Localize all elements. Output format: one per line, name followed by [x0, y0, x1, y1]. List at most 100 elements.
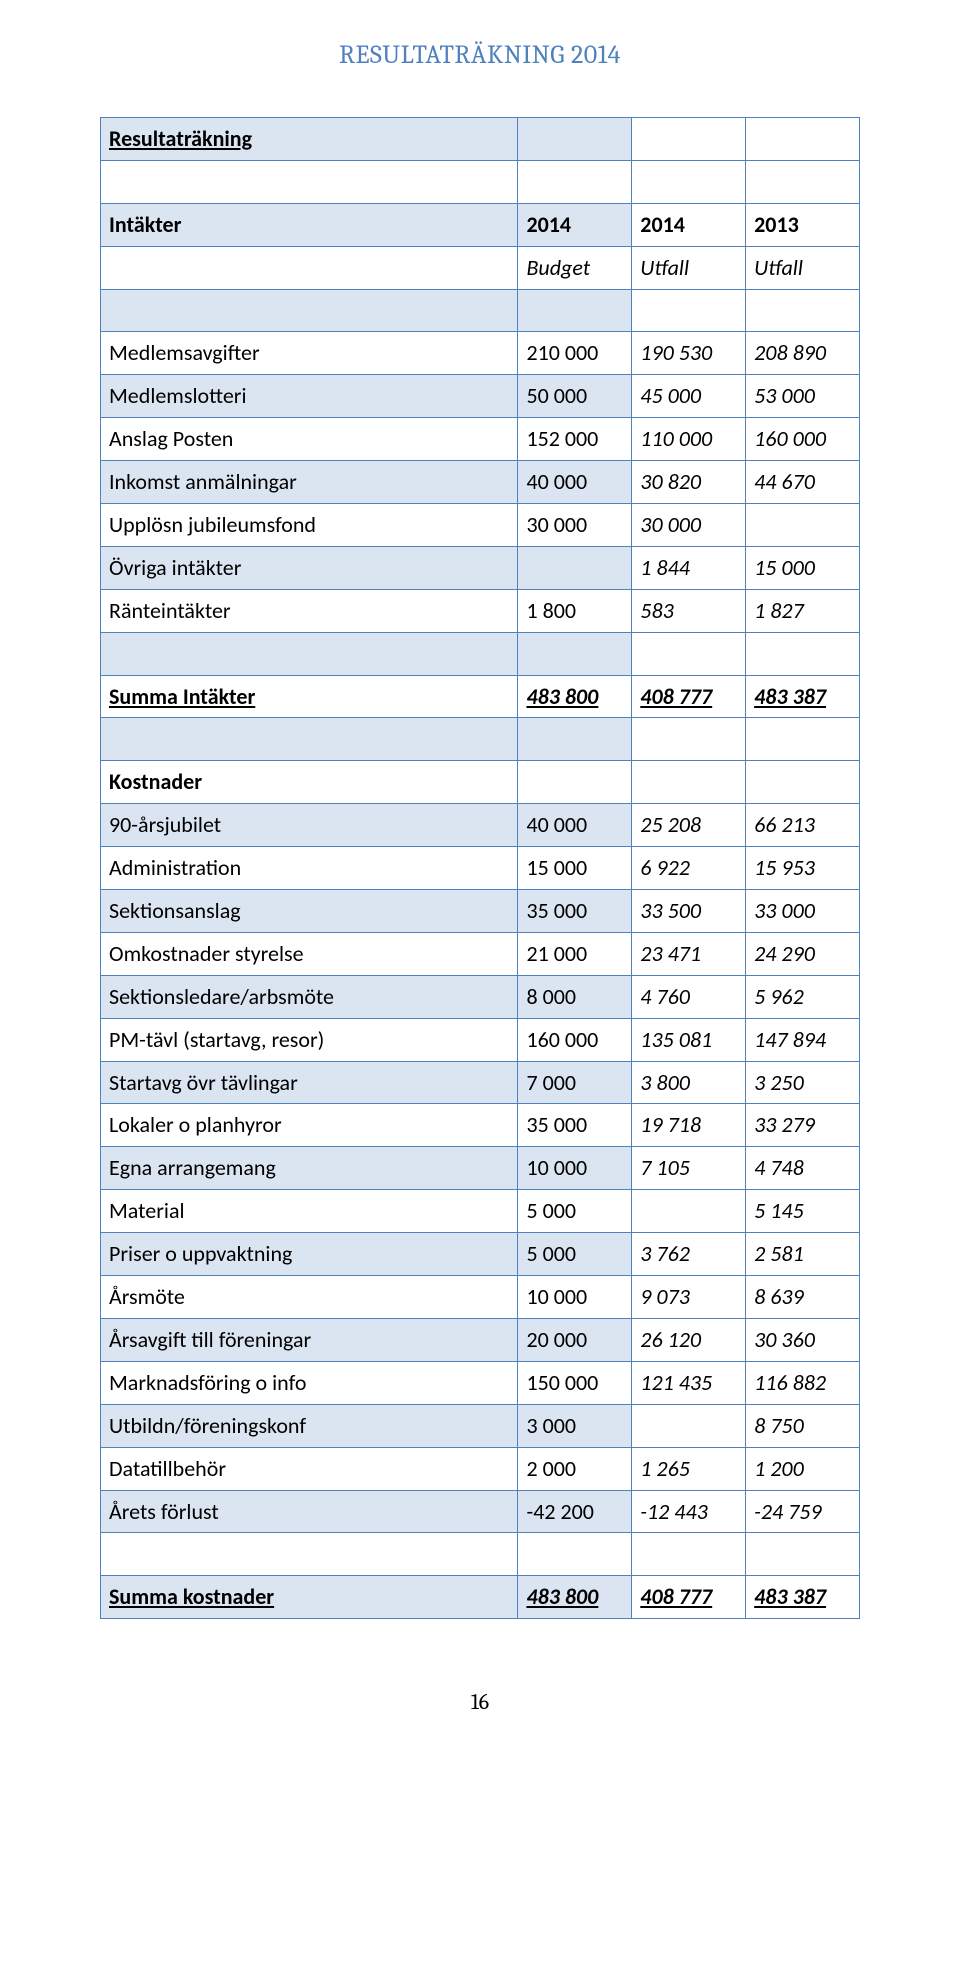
row-c3: -24 759 [746, 1490, 860, 1533]
table-row: Priser o uppvaktning5 0003 7622 581 [101, 1233, 860, 1276]
row-c3: 8 750 [746, 1404, 860, 1447]
row-c3: 30 360 [746, 1318, 860, 1361]
row-label: Övriga intäkter [101, 546, 518, 589]
row-c2: 135 081 [632, 1018, 746, 1061]
row-label: Sektionsledare/arbsmöte [101, 975, 518, 1018]
row-c3: 2 581 [746, 1233, 860, 1276]
empty-cell [101, 1533, 518, 1576]
blank-row [101, 1533, 860, 1576]
row-c3: 5 962 [746, 975, 860, 1018]
row-c3: 66 213 [746, 804, 860, 847]
table-row: Övriga intäkter1 84415 000 [101, 546, 860, 589]
table-row: Marknadsföring o info150 000121 435116 8… [101, 1361, 860, 1404]
empty-cell [518, 761, 632, 804]
empty-cell [746, 160, 860, 203]
row-c2: 3 762 [632, 1233, 746, 1276]
empty-cell [518, 718, 632, 761]
row-label: Upplösn jubileumsfond [101, 504, 518, 547]
row-c3: 4 748 [746, 1147, 860, 1190]
row-label: Årsavgift till föreningar [101, 1318, 518, 1361]
row-label: Medlemslotteri [101, 375, 518, 418]
row-c1: 7 000 [518, 1061, 632, 1104]
empty-cell [746, 632, 860, 675]
kostnader-label: Kostnader [101, 761, 518, 804]
row-c3: 33 279 [746, 1104, 860, 1147]
row-c2: 19 718 [632, 1104, 746, 1147]
row-label: 90-årsjubilet [101, 804, 518, 847]
row-label: Ränteintäkter [101, 589, 518, 632]
row-c1: 1 800 [518, 589, 632, 632]
row-label: Marknadsföring o info [101, 1361, 518, 1404]
row-c2: 45 000 [632, 375, 746, 418]
summa-kostnader-c2: 408 777 [632, 1576, 746, 1619]
table-heading: Resultaträkning [101, 118, 518, 161]
empty-cell [632, 632, 746, 675]
row-c3: 1 827 [746, 589, 860, 632]
row-c2: 4 760 [632, 975, 746, 1018]
row-c3: 15 953 [746, 847, 860, 890]
row-c3: 44 670 [746, 461, 860, 504]
row-label: Lokaler o planhyror [101, 1104, 518, 1147]
kostnader-header-row: Kostnader [101, 761, 860, 804]
row-c2: 1 844 [632, 546, 746, 589]
summa-intakter-c2: 408 777 [632, 675, 746, 718]
empty-cell [746, 718, 860, 761]
summa-kostnader-row: Summa kostnader 483 800 408 777 483 387 [101, 1576, 860, 1619]
row-c2: 583 [632, 589, 746, 632]
row-c1: 5 000 [518, 1233, 632, 1276]
row-c2: 23 471 [632, 932, 746, 975]
empty-cell [746, 289, 860, 332]
empty-cell [101, 246, 518, 289]
row-label: Material [101, 1190, 518, 1233]
row-label: PM-tävl (startavg, resor) [101, 1018, 518, 1061]
row-c1: 30 000 [518, 504, 632, 547]
row-c3 [746, 504, 860, 547]
row-c3: 208 890 [746, 332, 860, 375]
page-number: 16 [100, 1689, 860, 1715]
row-c3: 33 000 [746, 890, 860, 933]
table-row: Inkomst anmälningar40 00030 82044 670 [101, 461, 860, 504]
table-row: Årets förlust-42 200-12 443-24 759 [101, 1490, 860, 1533]
page-title: RESULTATRÄKNING 2014 [100, 40, 860, 70]
summa-kostnader-c1: 483 800 [518, 1576, 632, 1619]
year-2014-budget: 2014 [518, 203, 632, 246]
row-c2 [632, 1190, 746, 1233]
sub-utfall-2: Utfall [746, 246, 860, 289]
row-c3: 8 639 [746, 1276, 860, 1319]
row-c2: 30 820 [632, 461, 746, 504]
row-c1: 40 000 [518, 461, 632, 504]
row-label: Årsmöte [101, 1276, 518, 1319]
empty-cell [518, 1533, 632, 1576]
intakter-label: Intäkter [101, 203, 518, 246]
row-c2: 9 073 [632, 1276, 746, 1319]
summa-intakter-c1: 483 800 [518, 675, 632, 718]
row-c1: 210 000 [518, 332, 632, 375]
empty-cell [101, 289, 518, 332]
row-label: Årets förlust [101, 1490, 518, 1533]
table-row: Sektionsanslag35 00033 50033 000 [101, 890, 860, 933]
row-c1: -42 200 [518, 1490, 632, 1533]
row-c2: 33 500 [632, 890, 746, 933]
table-row: Egna arrangemang10 0007 1054 748 [101, 1147, 860, 1190]
row-c3: 160 000 [746, 418, 860, 461]
table-row: Årsavgift till föreningar20 00026 12030 … [101, 1318, 860, 1361]
empty-cell [518, 632, 632, 675]
table-row: Lokaler o planhyror35 00019 71833 279 [101, 1104, 860, 1147]
sub-utfall-1: Utfall [632, 246, 746, 289]
row-c1: 20 000 [518, 1318, 632, 1361]
sub-budget: Budget [518, 246, 632, 289]
row-c2: 26 120 [632, 1318, 746, 1361]
row-c1: 10 000 [518, 1147, 632, 1190]
empty-cell [632, 761, 746, 804]
year-2013-utfall: 2013 [746, 203, 860, 246]
empty-cell [101, 160, 518, 203]
summa-intakter-c3: 483 387 [746, 675, 860, 718]
summa-intakter-label: Summa Intäkter [101, 675, 518, 718]
table-row: Årsmöte10 0009 0738 639 [101, 1276, 860, 1319]
blank-row [101, 632, 860, 675]
empty-cell [518, 118, 632, 161]
row-c1: 3 000 [518, 1404, 632, 1447]
row-c2: 121 435 [632, 1361, 746, 1404]
table-heading-row: Resultaträkning [101, 118, 860, 161]
row-c1: 50 000 [518, 375, 632, 418]
